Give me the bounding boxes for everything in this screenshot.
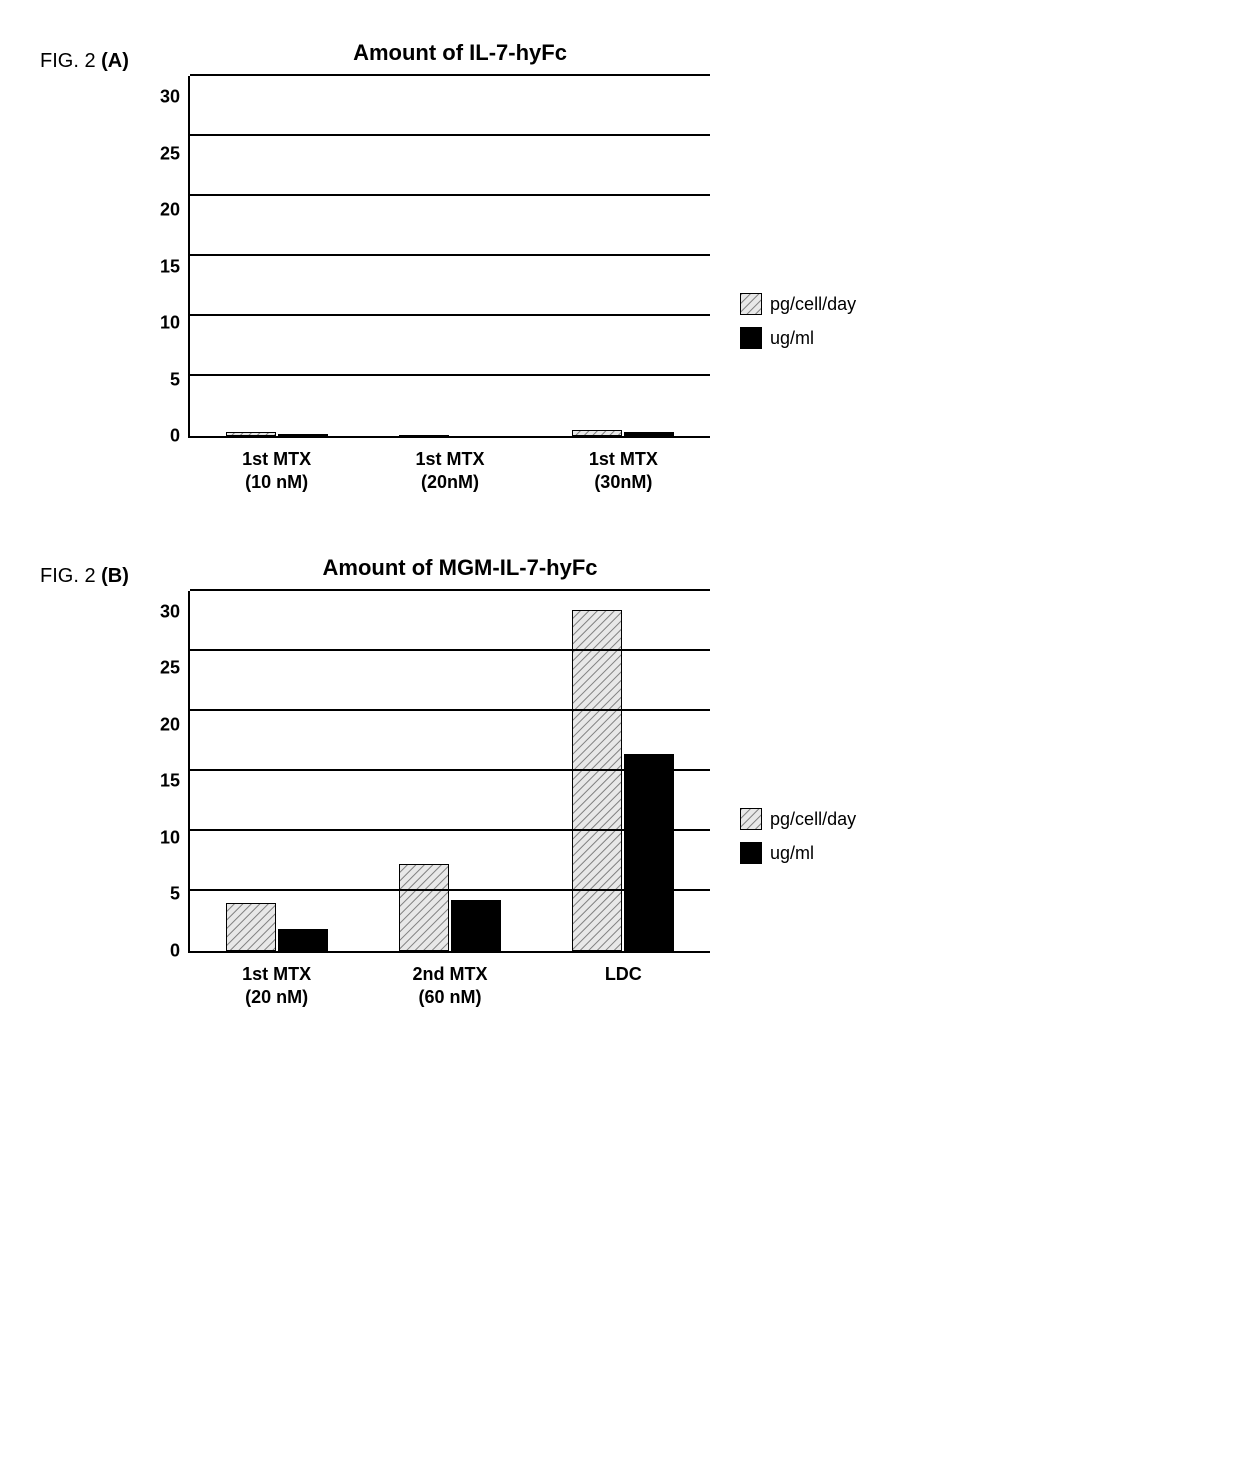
bar-group <box>363 435 536 436</box>
bar <box>572 430 622 436</box>
bar <box>624 754 674 951</box>
x-tick-label: 1st MTX(20nM) <box>363 448 536 495</box>
legend-label: pg/cell/day <box>770 294 856 315</box>
fig-label-bold: (B) <box>101 565 129 587</box>
chart-title-a: Amount of IL-7-hyFc <box>210 40 710 66</box>
x-tick-label: 2nd MTX(60 nM) <box>363 963 536 1010</box>
legend-item: pg/cell/day <box>740 293 856 315</box>
y-tick-label: 25 <box>160 658 180 679</box>
chart-wrapper-b: Amount of MGM-IL-7-hyFc 30 25 20 15 10 5 0 1st… <box>160 555 1200 1010</box>
legend-a: pg/cell/day ug/ml <box>740 293 856 361</box>
figure-label-b: FIG. 2 (B) <box>40 565 129 588</box>
grid-line <box>190 709 710 711</box>
plot-region-a <box>188 76 710 438</box>
legend-item: ug/ml <box>740 842 856 864</box>
legend-label: ug/ml <box>770 843 814 864</box>
bars-container-a <box>190 76 710 436</box>
grid-line <box>190 254 710 256</box>
x-tick-label: 1st MTX(20 nM) <box>190 963 363 1010</box>
bar-group <box>363 864 536 950</box>
fig-label-bold: (A) <box>101 50 129 72</box>
grid-line <box>190 769 710 771</box>
y-tick-label: 25 <box>160 143 180 164</box>
plot-region-b <box>188 591 710 953</box>
bar <box>399 864 449 950</box>
bars-container-b <box>190 591 710 951</box>
grid-line <box>190 889 710 891</box>
grid-line <box>190 314 710 316</box>
bar <box>226 903 276 951</box>
x-labels-b: 1st MTX(20 nM)2nd MTX(60 nM)LDC <box>190 963 710 1010</box>
bar <box>624 432 674 436</box>
y-tick-label: 15 <box>160 256 180 277</box>
legend-item: ug/ml <box>740 327 856 349</box>
legend-item: pg/cell/day <box>740 808 856 830</box>
chart-title-b: Amount of MGM-IL-7-hyFc <box>210 555 710 581</box>
y-tick-label: 15 <box>160 771 180 792</box>
y-tick-label: 0 <box>170 426 180 447</box>
legend-swatch <box>740 808 762 830</box>
y-axis-a: 302520151050 <box>160 76 188 436</box>
chart-wrapper-a: Amount of IL-7-hyFc 30 25 20 15 10 5 0 1st MTX… <box>160 40 1200 495</box>
figure-2b: FIG. 2 (B) Amount of MGM-IL-7-hyFc 30 25 2… <box>40 555 1200 1010</box>
grid-line <box>190 829 710 831</box>
y-tick-label: 10 <box>160 313 180 334</box>
legend-swatch <box>740 327 762 349</box>
grid-line <box>190 194 710 196</box>
x-tick-label: LDC <box>537 963 710 1010</box>
bar-group <box>190 432 363 436</box>
y-tick-label: 10 <box>160 827 180 848</box>
y-tick-label: 5 <box>170 884 180 905</box>
y-tick-label: 0 <box>170 940 180 961</box>
y-tick-label: 5 <box>170 369 180 390</box>
x-tick-label: 1st MTX(30nM) <box>537 448 710 495</box>
fig-label-prefix: FIG. 2 <box>40 565 101 587</box>
bar-group <box>190 903 363 951</box>
chart-area-a: Amount of IL-7-hyFc 30 25 20 15 10 5 0 1st MTX… <box>160 40 710 495</box>
legend-label: ug/ml <box>770 328 814 349</box>
legend-swatch <box>740 293 762 315</box>
chart-area-b: Amount of MGM-IL-7-hyFc 30 25 20 15 10 5 0 1st… <box>160 555 710 1010</box>
chart-body-a: 302520151050 <box>160 76 710 438</box>
x-tick-label: 1st MTX(10 nM) <box>190 448 363 495</box>
grid-line <box>190 74 710 76</box>
bar-group <box>537 610 710 951</box>
bar <box>226 432 276 436</box>
bar <box>451 900 501 950</box>
fig-label-prefix: FIG. 2 <box>40 50 101 72</box>
legend-label: pg/cell/day <box>770 809 856 830</box>
bar-group <box>537 430 710 436</box>
y-tick-label: 30 <box>160 601 180 622</box>
legend-b: pg/cell/day ug/ml <box>740 808 856 876</box>
figure-label-a: FIG. 2 (A) <box>40 50 129 73</box>
chart-body-b: 302520151050 <box>160 591 710 953</box>
bar <box>572 610 622 951</box>
y-tick-label: 20 <box>160 714 180 735</box>
y-tick-label: 30 <box>160 87 180 108</box>
bar <box>278 929 328 951</box>
legend-swatch <box>740 842 762 864</box>
grid-line <box>190 134 710 136</box>
bar <box>399 435 449 436</box>
x-labels-a: 1st MTX(10 nM)1st MTX(20nM)1st MTX(30nM) <box>190 448 710 495</box>
grid-line <box>190 374 710 376</box>
bar <box>278 434 328 436</box>
grid-line <box>190 649 710 651</box>
y-tick-label: 20 <box>160 200 180 221</box>
grid-line <box>190 589 710 591</box>
figure-2a: FIG. 2 (A) Amount of IL-7-hyFc 30 25 20 15 1… <box>40 40 1200 495</box>
y-axis-b: 302520151050 <box>160 591 188 951</box>
